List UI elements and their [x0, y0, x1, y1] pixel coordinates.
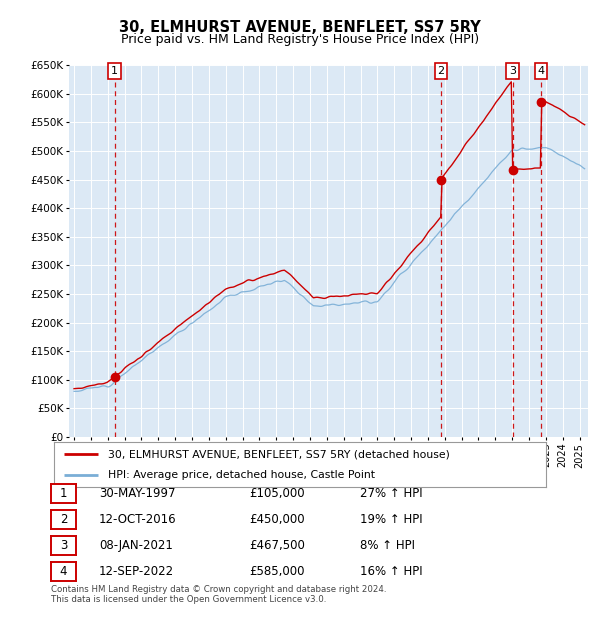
Text: 16% ↑ HPI: 16% ↑ HPI — [360, 565, 422, 578]
Text: 2: 2 — [60, 513, 67, 526]
Text: 2: 2 — [437, 66, 445, 76]
Text: Price paid vs. HM Land Registry's House Price Index (HPI): Price paid vs. HM Land Registry's House … — [121, 33, 479, 46]
Text: 4: 4 — [538, 66, 545, 76]
Text: £450,000: £450,000 — [249, 513, 305, 526]
Text: 08-JAN-2021: 08-JAN-2021 — [99, 539, 173, 552]
Text: 3: 3 — [60, 539, 67, 552]
Text: 8% ↑ HPI: 8% ↑ HPI — [360, 539, 415, 552]
Text: 1: 1 — [111, 66, 118, 76]
Text: 30, ELMHURST AVENUE, BENFLEET, SS7 5RY: 30, ELMHURST AVENUE, BENFLEET, SS7 5RY — [119, 20, 481, 35]
Text: 4: 4 — [60, 565, 67, 578]
Text: 27% ↑ HPI: 27% ↑ HPI — [360, 487, 422, 500]
Text: £585,000: £585,000 — [249, 565, 305, 578]
Text: £467,500: £467,500 — [249, 539, 305, 552]
Text: £105,000: £105,000 — [249, 487, 305, 500]
Text: 3: 3 — [509, 66, 516, 76]
Text: 12-SEP-2022: 12-SEP-2022 — [99, 565, 174, 578]
Text: 12-OCT-2016: 12-OCT-2016 — [99, 513, 176, 526]
Text: 30-MAY-1997: 30-MAY-1997 — [99, 487, 176, 500]
Text: 1: 1 — [60, 487, 67, 500]
Text: 30, ELMHURST AVENUE, BENFLEET, SS7 5RY (detached house): 30, ELMHURST AVENUE, BENFLEET, SS7 5RY (… — [108, 449, 450, 459]
Text: HPI: Average price, detached house, Castle Point: HPI: Average price, detached house, Cast… — [108, 469, 375, 480]
Text: 19% ↑ HPI: 19% ↑ HPI — [360, 513, 422, 526]
Text: Contains HM Land Registry data © Crown copyright and database right 2024.
This d: Contains HM Land Registry data © Crown c… — [51, 585, 386, 604]
